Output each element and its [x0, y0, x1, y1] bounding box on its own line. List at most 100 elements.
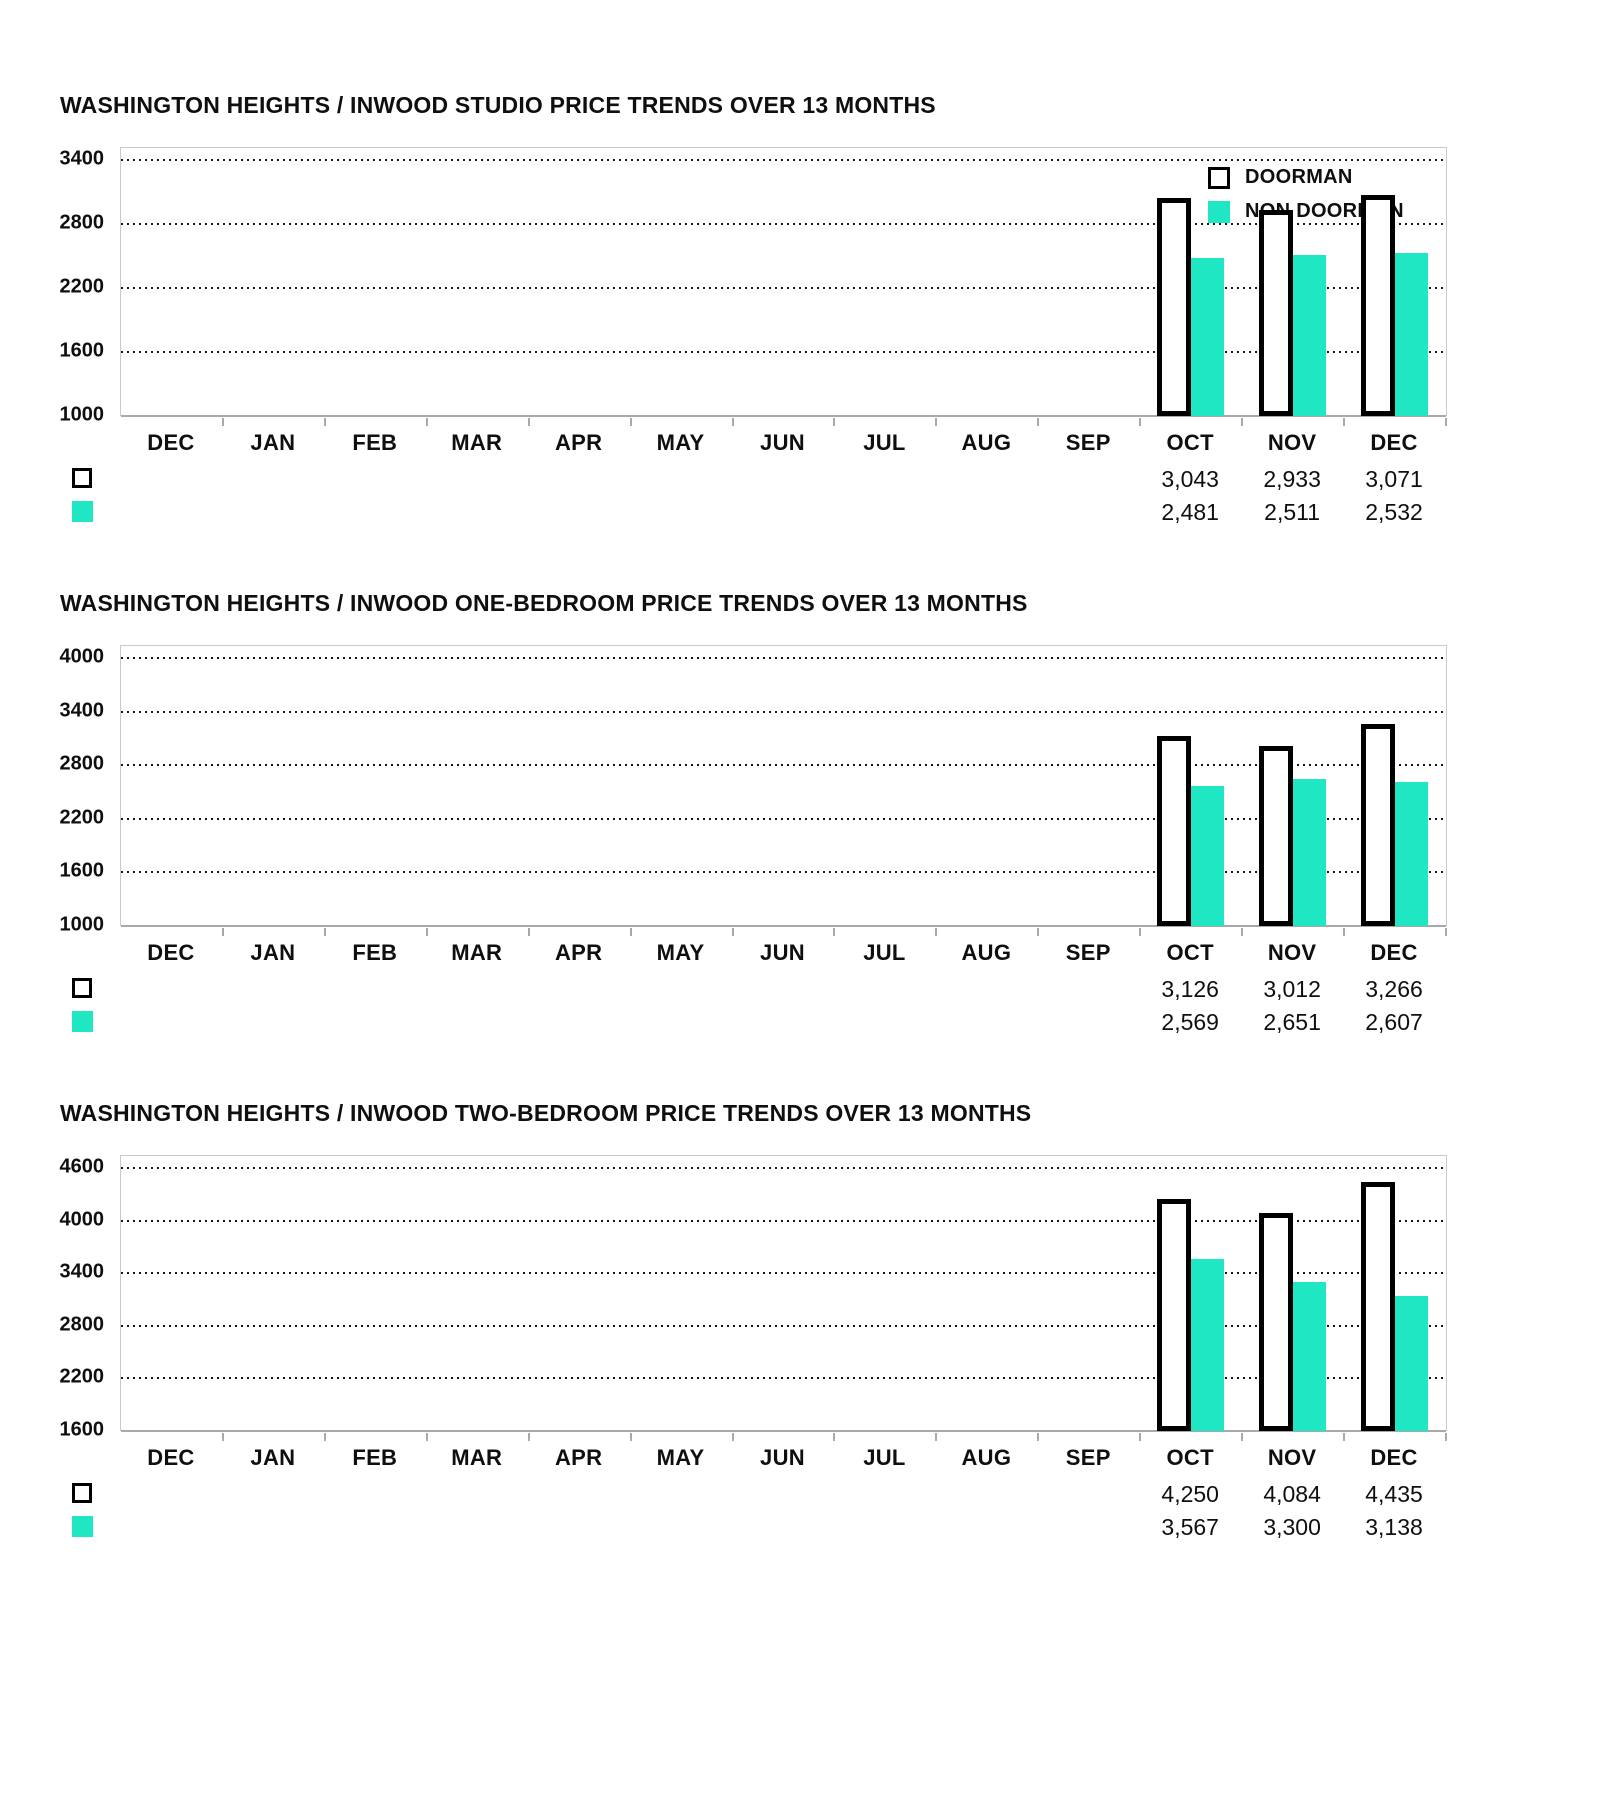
doorman-value-nov: 2,933 — [1263, 466, 1321, 492]
x-axis-tick — [425, 418, 428, 426]
x-axis-tick — [1241, 928, 1244, 936]
y-tick-3400: 3400 — [59, 1260, 105, 1283]
gridline-4600 — [121, 1167, 1446, 1169]
gridline-2200 — [121, 1377, 1446, 1380]
x-label-sep-9: SEP — [1065, 430, 1111, 455]
gridline-4000 — [121, 1219, 1446, 1222]
gridline-2800 — [121, 223, 1446, 225]
non-doorman-row-key-icon — [72, 501, 93, 522]
doorman-value-nov: 3,012 — [1263, 976, 1321, 1002]
x-label-jul-7: JUL — [863, 940, 906, 965]
non-doorman-bar-oct — [1191, 785, 1225, 926]
x-label-dec-0: DEC — [147, 430, 195, 455]
x-axis-tick — [527, 1433, 530, 1441]
non-doorman-value-oct: 3,567 — [1161, 1514, 1219, 1540]
x-axis-tick — [1343, 928, 1346, 936]
x-axis-tick — [221, 1433, 224, 1441]
legend-label-doorman: DOORMAN — [1245, 166, 1353, 188]
x-label-jun-6: JUN — [760, 940, 805, 965]
y-tick-3400: 3400 — [59, 147, 105, 170]
x-axis-tick — [1037, 1433, 1040, 1441]
chart-body: 3400 2800 2200 1600 1000 — [0, 147, 1600, 426]
doorman-value-dec: 4,435 — [1365, 1481, 1423, 1507]
x-axis-tick — [1445, 1433, 1447, 1441]
x-axis-tick — [1139, 418, 1142, 426]
x-axis-tick — [731, 1433, 734, 1441]
non-doorman-value-nov: 2,511 — [1264, 499, 1321, 525]
x-axis-tick — [323, 418, 326, 426]
x-axis-line — [121, 1430, 1446, 1432]
doorman-bar-nov — [1259, 746, 1294, 926]
x-axis-tick — [935, 1433, 938, 1441]
y-tick-4000: 4000 — [59, 1208, 105, 1231]
legend-row-doorman: DOORMAN — [1208, 166, 1404, 189]
x-axis-labels: DEC JAN FEB MAR APR MAY JUN JUL AUG SEP OCT NOV DEC — [0, 428, 1600, 464]
doorman-value-oct: 4,250 — [1161, 1481, 1219, 1507]
x-axis-tick — [1445, 928, 1447, 936]
non-doorman-bar-nov — [1293, 778, 1327, 926]
non-doorman-bar-nov — [1293, 254, 1327, 416]
x-axis-tick — [1139, 1433, 1142, 1441]
x-axis-tick — [833, 1433, 836, 1441]
gridline-1600 — [121, 871, 1446, 874]
x-axis-tick — [935, 928, 938, 936]
x-label-nov-11: NOV — [1267, 940, 1317, 965]
doorman-row-key-icon — [72, 1483, 92, 1503]
one-bedroom-chart-section: WASHINGTON HEIGHTS / INWOOD ONE-BEDROOM … — [0, 590, 1600, 1064]
value-table: 4,250 3,567 4,084 3,300 4,435 3,138 — [0, 1479, 1600, 1569]
x-label-oct-10: OCT — [1166, 940, 1214, 965]
non-doorman-bar-dec — [1395, 1296, 1429, 1431]
gridline-2800 — [121, 1324, 1446, 1327]
plot-area — [120, 1155, 1447, 1441]
doorman-bar-dec — [1361, 195, 1396, 416]
x-label-jan-1: JAN — [250, 940, 296, 965]
x-label-jun-6: JUN — [760, 1445, 805, 1470]
gridline-2200 — [121, 287, 1446, 289]
x-label-may-5: MAY — [656, 940, 705, 965]
y-tick-4600: 4600 — [59, 1155, 105, 1178]
chart-body: 4000 3400 2800 2200 1600 1000 — [0, 645, 1600, 936]
doorman-value-oct: 3,043 — [1161, 466, 1219, 492]
value-table: 3,126 2,569 3,012 2,651 3,266 2,607 — [0, 974, 1600, 1064]
y-tick-2800: 2800 — [59, 1313, 105, 1336]
x-label-dec-0: DEC — [147, 940, 195, 965]
y-tick-2200: 2200 — [59, 275, 105, 298]
non-doorman-value-dec: 2,607 — [1365, 1009, 1423, 1035]
gridline-1600 — [121, 351, 1446, 353]
x-label-apr-4: APR — [554, 430, 603, 455]
x-axis-tick — [1139, 928, 1142, 936]
x-label-feb-2: FEB — [352, 940, 398, 965]
x-label-jan-1: JAN — [250, 430, 296, 455]
y-tick-1000: 1000 — [59, 913, 105, 936]
y-tick-2200: 2200 — [59, 1365, 105, 1388]
non-doorman-value-dec: 3,138 — [1365, 1514, 1423, 1540]
x-label-jul-7: JUL — [863, 430, 906, 455]
x-axis-tick — [731, 418, 734, 426]
gridline-2200 — [121, 817, 1446, 820]
doorman-bar-oct — [1157, 1198, 1192, 1431]
y-axis: 3400 2800 2200 1600 1000 — [0, 147, 120, 426]
x-label-feb-2: FEB — [352, 1445, 398, 1470]
studio-chart-section: WASHINGTON HEIGHTS / INWOOD STUDIO PRICE… — [0, 92, 1600, 554]
x-label-dec-12: DEC — [1370, 1445, 1418, 1470]
chart-title-two-bedroom: WASHINGTON HEIGHTS / INWOOD TWO-BEDROOM … — [60, 1100, 1032, 1126]
x-axis-line — [121, 925, 1446, 927]
x-axis-tick — [629, 418, 632, 426]
value-table: 3,043 2,481 2,933 2,511 3,071 2,532 — [0, 464, 1600, 554]
x-label-mar-3: MAR — [451, 940, 503, 965]
x-label-nov-11: NOV — [1267, 430, 1317, 455]
non-doorman-value-nov: 2,651 — [1263, 1009, 1321, 1035]
x-label-mar-3: MAR — [451, 430, 503, 455]
x-label-sep-9: SEP — [1065, 940, 1111, 965]
x-label-jun-6: JUN — [760, 430, 805, 455]
x-label-dec-12: DEC — [1370, 430, 1418, 455]
x-axis-labels: DEC JAN FEB MAR APR MAY JUN JUL AUG SEP OCT NOV DEC — [0, 938, 1600, 974]
gridline-3400 — [121, 1272, 1446, 1275]
doorman-value-nov: 4,084 — [1263, 1481, 1321, 1507]
x-label-mar-3: MAR — [451, 1445, 503, 1470]
y-tick-3400: 3400 — [59, 699, 105, 722]
non-doorman-value-nov: 3,300 — [1263, 1514, 1321, 1540]
x-label-jan-1: JAN — [250, 1445, 296, 1470]
y-tick-2800: 2800 — [59, 211, 105, 234]
x-axis-tick — [1241, 1433, 1244, 1441]
